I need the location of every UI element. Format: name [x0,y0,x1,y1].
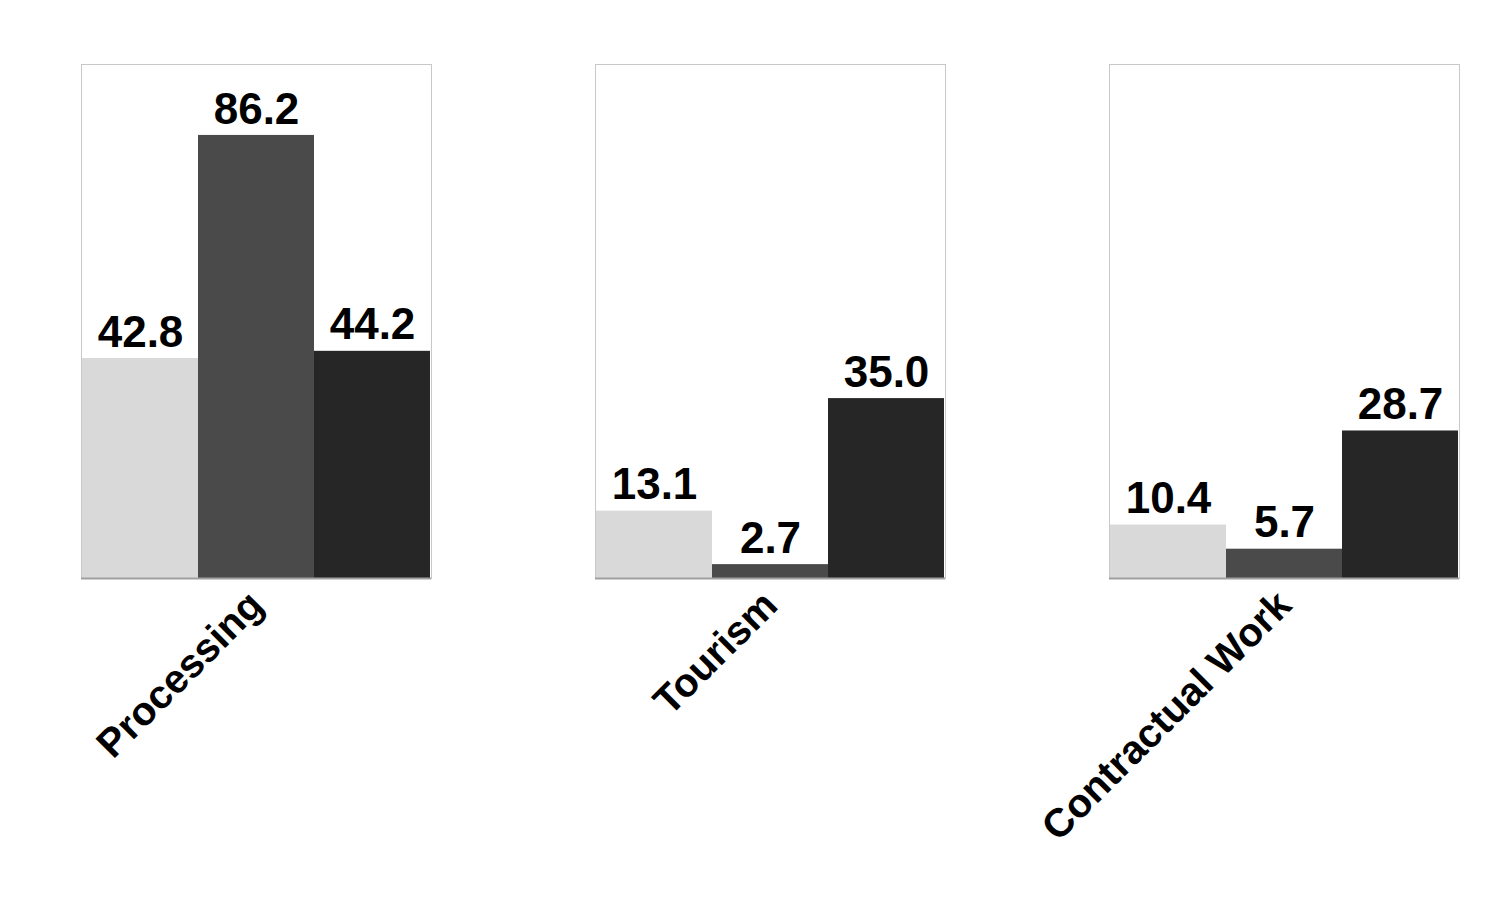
svg-text:2.7: 2.7 [740,513,801,562]
svg-text:Tourism: Tourism [645,582,786,723]
svg-text:10.4: 10.4 [1126,473,1212,522]
svg-text:44.2: 44.2 [330,299,416,348]
svg-text:13.1: 13.1 [612,459,698,508]
svg-text:Contractual Work: Contractual Work [1033,582,1300,849]
svg-text:28.7: 28.7 [1358,379,1444,428]
svg-text:Processing: Processing [88,582,272,766]
svg-text:5.7: 5.7 [1254,497,1315,546]
svg-text:86.2: 86.2 [214,84,300,133]
svg-text:35.0: 35.0 [844,347,930,396]
svg-text:42.8: 42.8 [98,307,184,356]
